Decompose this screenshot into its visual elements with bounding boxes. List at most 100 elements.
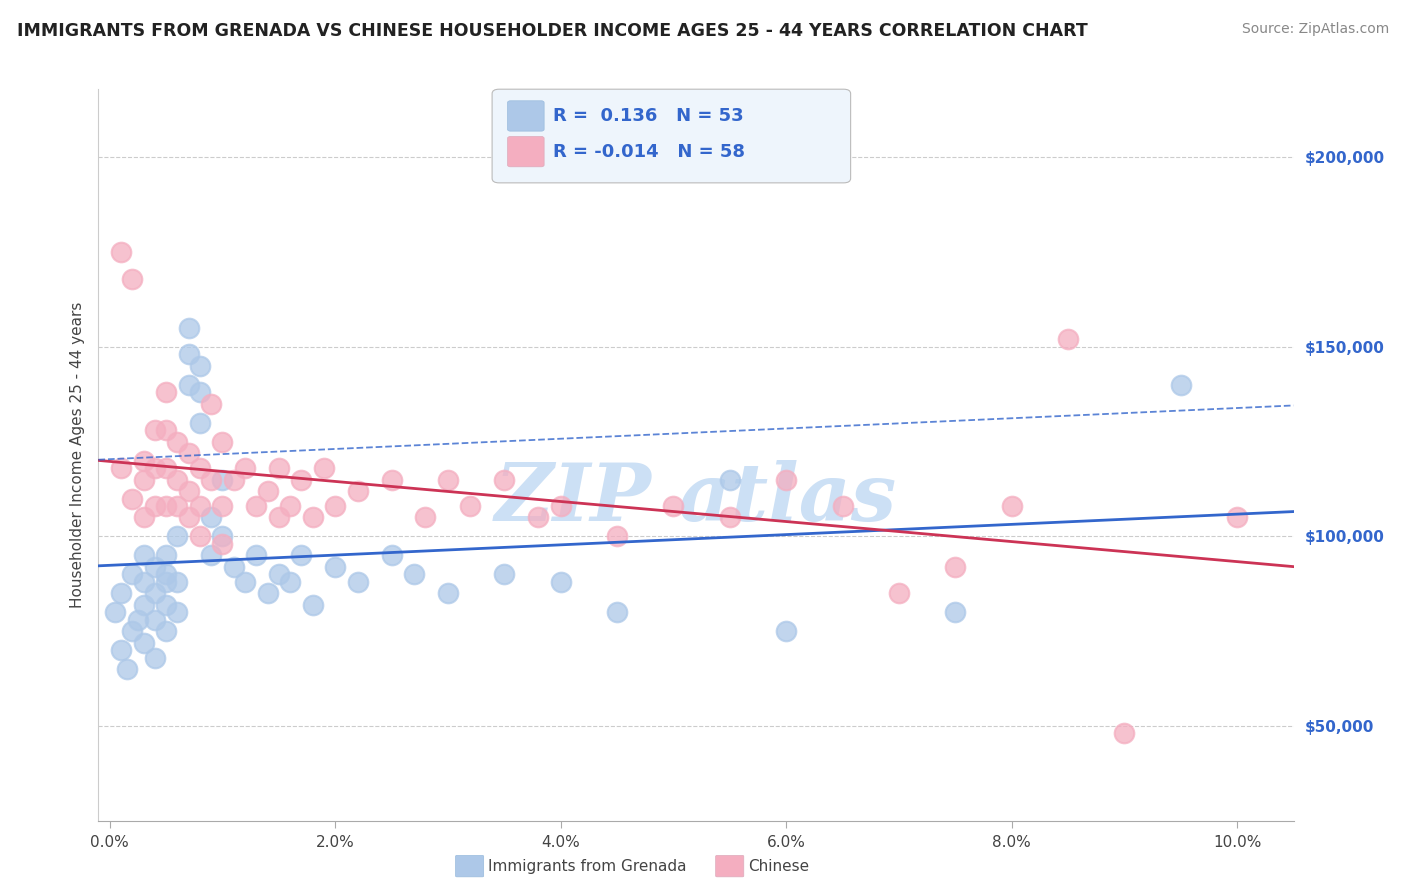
Point <box>312 461 335 475</box>
Point <box>290 549 312 563</box>
Point <box>1114 726 1136 740</box>
Point <box>132 574 155 589</box>
Point <box>132 453 155 467</box>
Point <box>943 605 966 619</box>
Point <box>177 347 200 361</box>
Point <box>188 416 211 430</box>
Point <box>550 499 572 513</box>
Point <box>200 549 222 563</box>
Point <box>155 549 177 563</box>
Point <box>222 473 245 487</box>
Point <box>718 510 741 524</box>
Point <box>188 359 211 373</box>
Point <box>143 559 166 574</box>
Point <box>166 574 188 589</box>
Point <box>188 499 211 513</box>
Point <box>155 567 177 582</box>
Point <box>200 397 222 411</box>
Point <box>346 574 368 589</box>
Point <box>211 537 233 551</box>
Point <box>346 483 368 498</box>
Point <box>1001 499 1024 513</box>
Point <box>155 598 177 612</box>
Point <box>437 473 460 487</box>
Point <box>943 559 966 574</box>
Point <box>155 385 177 400</box>
Point <box>718 473 741 487</box>
Point <box>606 605 628 619</box>
Point <box>143 499 166 513</box>
Point <box>323 499 346 513</box>
Point <box>256 586 278 600</box>
Point <box>177 510 200 524</box>
Point <box>775 624 797 639</box>
Point <box>606 529 628 543</box>
Point <box>110 461 132 475</box>
Point <box>188 385 211 400</box>
Point <box>127 613 149 627</box>
Point <box>404 567 426 582</box>
Point <box>301 510 323 524</box>
Point <box>278 499 301 513</box>
Point <box>301 598 323 612</box>
Point <box>110 643 132 657</box>
Point <box>323 559 346 574</box>
Point <box>245 549 267 563</box>
Point <box>200 510 222 524</box>
Point <box>166 499 188 513</box>
Point <box>211 434 233 449</box>
Text: Chinese: Chinese <box>748 859 808 873</box>
Point <box>233 461 256 475</box>
Point <box>166 434 188 449</box>
Point <box>177 446 200 460</box>
Point <box>143 613 166 627</box>
Point <box>494 473 516 487</box>
Point <box>155 574 177 589</box>
Point <box>166 529 188 543</box>
Point <box>177 377 200 392</box>
Point <box>256 483 278 498</box>
Point <box>1057 332 1080 346</box>
Point <box>143 461 166 475</box>
Point <box>222 559 245 574</box>
Point <box>132 549 155 563</box>
Point <box>211 529 233 543</box>
Point <box>155 624 177 639</box>
Point <box>110 245 132 260</box>
Text: Source: ZipAtlas.com: Source: ZipAtlas.com <box>1241 22 1389 37</box>
Point <box>132 510 155 524</box>
Text: ZIP atlas: ZIP atlas <box>495 460 897 538</box>
Text: IMMIGRANTS FROM GRENADA VS CHINESE HOUSEHOLDER INCOME AGES 25 - 44 YEARS CORRELA: IMMIGRANTS FROM GRENADA VS CHINESE HOUSE… <box>17 22 1088 40</box>
Point <box>200 473 222 487</box>
Point <box>290 473 312 487</box>
Point <box>662 499 685 513</box>
Point <box>121 271 143 285</box>
Text: R = -0.014   N = 58: R = -0.014 N = 58 <box>553 143 745 161</box>
Point <box>143 650 166 665</box>
Point <box>121 567 143 582</box>
Point <box>121 491 143 506</box>
Point <box>188 529 211 543</box>
Point <box>166 605 188 619</box>
Point <box>143 423 166 437</box>
Point <box>415 510 437 524</box>
Point <box>188 461 211 475</box>
Point <box>166 473 188 487</box>
Point <box>177 483 200 498</box>
Point <box>380 473 402 487</box>
Point <box>211 499 233 513</box>
Text: Immigrants from Grenada: Immigrants from Grenada <box>488 859 686 873</box>
Point <box>155 499 177 513</box>
Point <box>104 605 127 619</box>
Point <box>155 423 177 437</box>
Point <box>267 461 290 475</box>
Point <box>460 499 482 513</box>
Point <box>132 598 155 612</box>
Point <box>887 586 910 600</box>
Point <box>132 473 155 487</box>
Point <box>267 567 290 582</box>
Point <box>233 574 256 589</box>
Point <box>132 635 155 649</box>
Point <box>177 321 200 335</box>
Point <box>110 586 132 600</box>
